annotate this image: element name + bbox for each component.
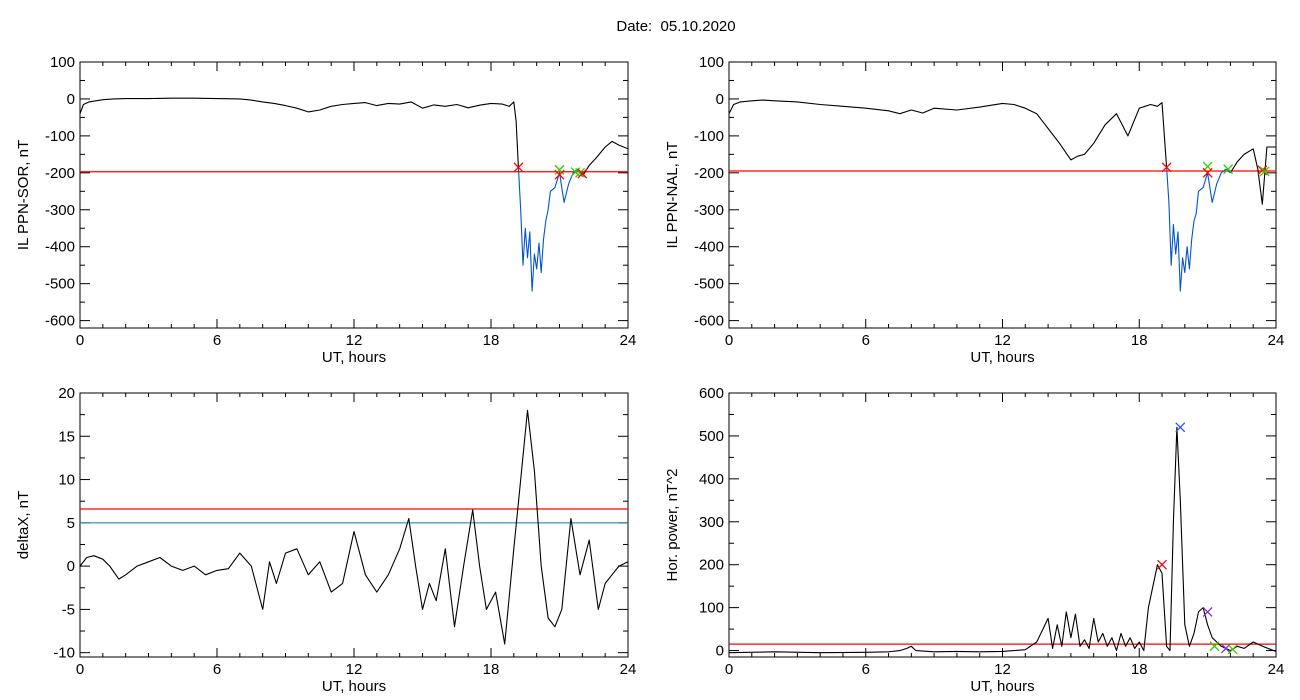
y-axis-label: Hor. power, nT^2 (664, 469, 681, 582)
plot-frame (728, 61, 1277, 329)
x-tick-label: 6 (213, 661, 221, 678)
y-tick-label: -200 (694, 165, 724, 182)
y-tick-label: 600 (699, 385, 724, 402)
chart-panel-sor: 0 6 12 18 24 -600 -500 -400 -300 -200 -100 0 100 UT, … (15, 54, 636, 366)
y-tick-label: 0 (67, 558, 75, 575)
series-line-1 (517, 167, 583, 292)
cross-marker (577, 168, 588, 179)
x-axis-label: UT, hours (970, 349, 1034, 366)
y-tick-label: 300 (699, 514, 724, 531)
cross-marker (513, 162, 524, 173)
y-tick-label: -400 (45, 239, 75, 256)
x-tick-label: 0 (725, 661, 733, 678)
y-tick-label: -5 (62, 601, 75, 618)
y-tick-label: -400 (694, 239, 724, 256)
y-tick-label: 0 (67, 91, 75, 108)
plot-frame (79, 61, 629, 329)
y-axis-label: deltaX, nT (15, 491, 32, 559)
x-tick-label: 6 (862, 332, 870, 349)
x-tick-label: 24 (620, 661, 637, 678)
y-tick-label: 0 (716, 91, 724, 108)
x-tick-label: 18 (483, 661, 500, 678)
plot-frame (728, 392, 1277, 658)
series-group (729, 99, 1276, 292)
cross-marker (1202, 167, 1213, 178)
y-tick-label: -600 (694, 313, 724, 330)
cross-marker (1175, 422, 1186, 433)
series-line-0 (729, 426, 1276, 654)
series-line-2 (1229, 146, 1276, 205)
series-group (729, 422, 1276, 655)
x-axis-label: UT, hours (322, 349, 386, 366)
y-tick-label: -500 (694, 276, 724, 293)
y-tick-label: -300 (45, 202, 75, 219)
x-axis-label: UT, hours (970, 678, 1034, 695)
x-tick-label: 18 (1131, 661, 1148, 678)
series-line-0 (80, 409, 628, 645)
x-tick-label: 12 (346, 332, 363, 349)
y-tick-label: -500 (45, 276, 75, 293)
y-tick-label: -200 (45, 165, 75, 182)
cross-marker (1157, 559, 1168, 570)
y-tick-label: -10 (53, 645, 75, 662)
y-axis-label: IL PPN-SOR, nT (15, 140, 32, 250)
y-tick-label: 20 (58, 385, 75, 402)
y-tick-label: 5 (67, 515, 75, 532)
cross-marker (1259, 166, 1270, 177)
cross-marker (554, 169, 565, 180)
cross-marker (554, 164, 565, 175)
cross-marker (1257, 165, 1268, 176)
series-line-0 (80, 97, 519, 168)
x-tick-label: 24 (1268, 661, 1285, 678)
chart-panel-nal: 0 6 12 18 24 -600 -500 -400 -300 -200 -100 0 100 UT, … (664, 54, 1284, 366)
chart-panel-deltax: 0 6 12 18 24 -10 -5 0 5 10 15 20 UT, hours deltaX, nT (15, 385, 636, 695)
plot-frame (79, 392, 629, 658)
x-axis-label: UT, hours (322, 678, 386, 695)
x-tick-label: 24 (1268, 332, 1285, 349)
x-tick-label: 0 (725, 332, 733, 349)
y-tick-label: 400 (699, 471, 724, 488)
cross-marker (1227, 644, 1238, 655)
x-tick-label: 12 (994, 332, 1011, 349)
y-tick-label: 100 (699, 54, 724, 71)
y-tick-label: -600 (45, 313, 75, 330)
x-tick-label: 18 (483, 332, 500, 349)
cross-marker (1202, 606, 1213, 617)
series-group (80, 97, 628, 292)
series-group (80, 409, 628, 645)
y-tick-label: -100 (45, 128, 75, 145)
y-axis-label: IL PPN-NAL, nT (664, 142, 681, 249)
y-tick-label: 100 (699, 600, 724, 617)
y-tick-label: 15 (58, 428, 75, 445)
chart-date-title: Date: 05.10.2020 (616, 18, 736, 35)
x-tick-label: 0 (76, 332, 84, 349)
y-tick-label: 100 (50, 54, 75, 71)
x-tick-label: 18 (1131, 332, 1148, 349)
x-tick-label: 24 (620, 332, 637, 349)
y-tick-label: 500 (699, 428, 724, 445)
cross-marker (1223, 164, 1234, 175)
y-tick-label: 10 (58, 472, 75, 489)
cross-marker (1161, 162, 1172, 173)
series-line-2 (581, 140, 628, 177)
x-tick-label: 6 (213, 332, 221, 349)
x-tick-label: 12 (994, 661, 1011, 678)
series-line-1 (1166, 167, 1231, 292)
series-line-0 (729, 99, 1168, 168)
y-tick-label: -300 (694, 202, 724, 219)
cross-marker (575, 167, 586, 178)
x-tick-label: 6 (862, 661, 870, 678)
x-tick-label: 12 (346, 661, 363, 678)
y-tick-label: -100 (694, 128, 724, 145)
x-tick-label: 0 (76, 661, 84, 678)
chart-panel-power: 0 6 12 18 24 0 100 200 300 400 500 600 UT, hours Hor.… (664, 385, 1284, 695)
y-tick-label: 200 (699, 557, 724, 574)
y-tick-label: 0 (716, 643, 724, 660)
cross-marker (1209, 641, 1220, 652)
